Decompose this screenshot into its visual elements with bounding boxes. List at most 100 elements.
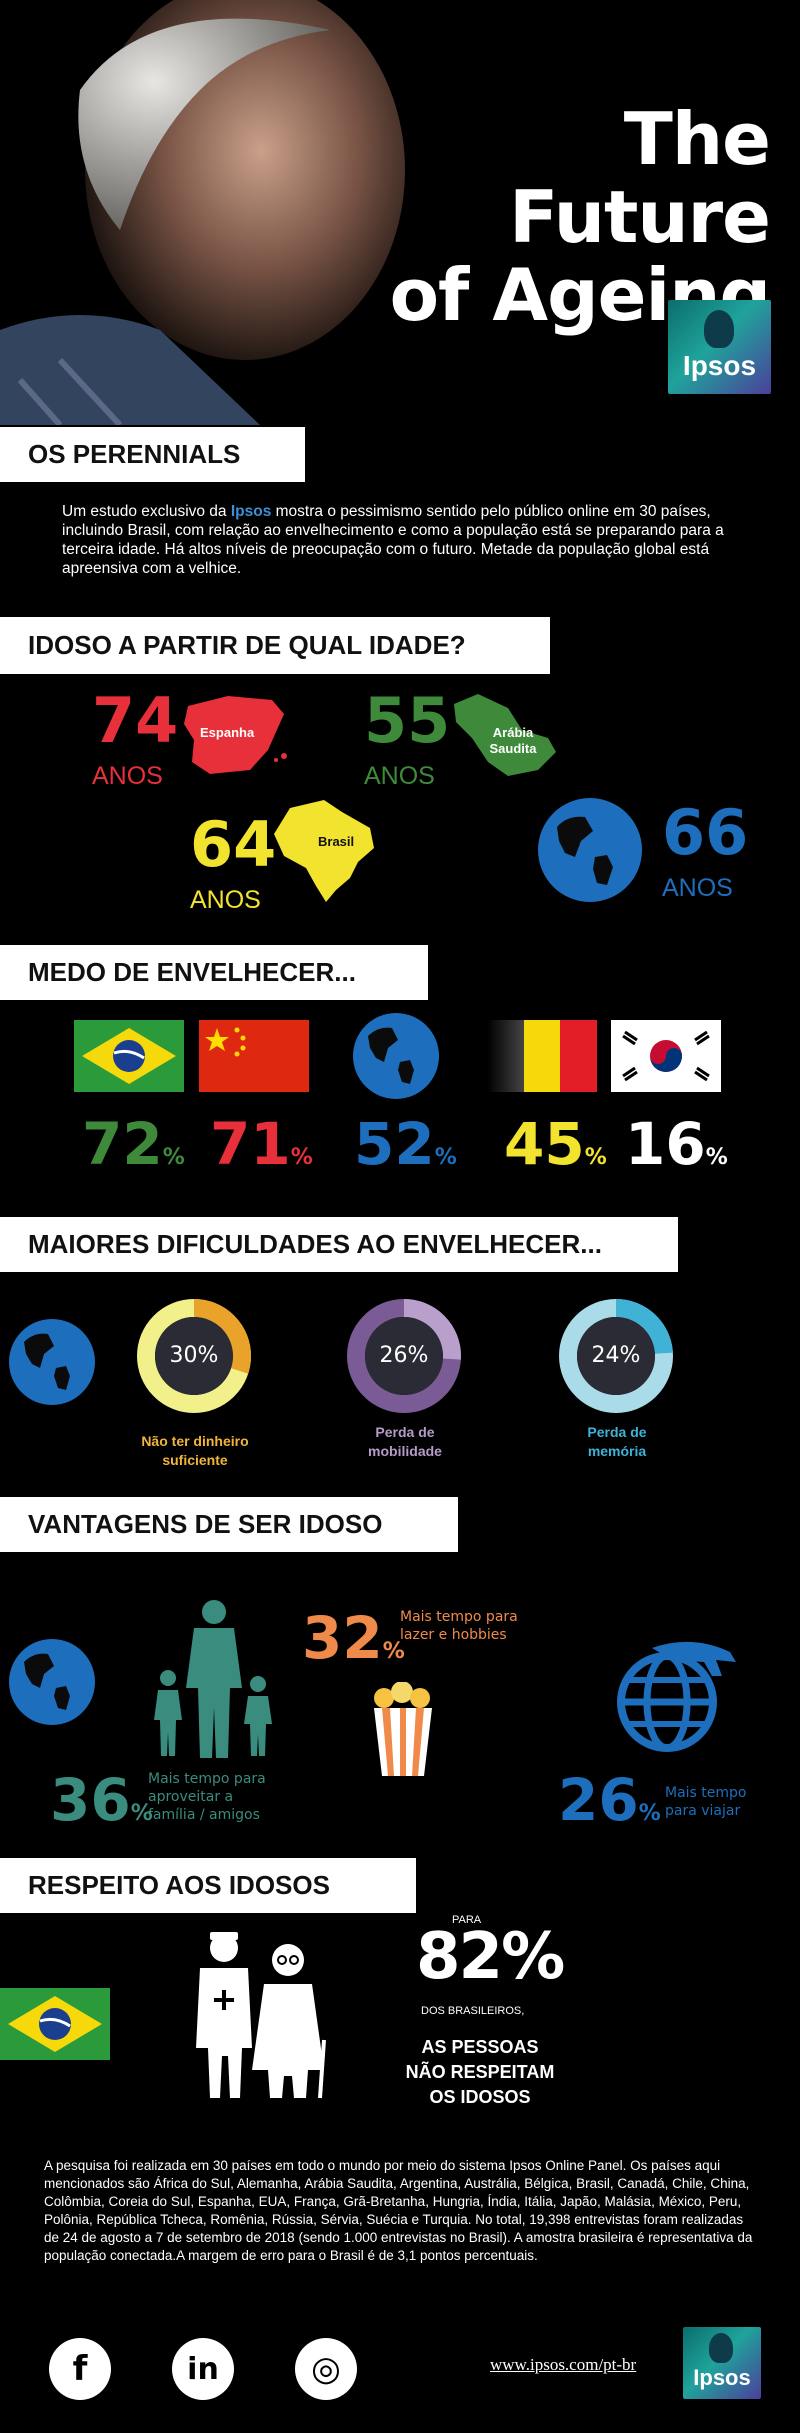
medo-pct-china: 71%: [210, 1114, 313, 1188]
hero-section: The Future of Ageing Ipsos: [0, 0, 800, 425]
donut-segment: [559, 1299, 673, 1413]
medo-value-brasil: 72: [82, 1110, 163, 1178]
korea-flag-icon: [611, 1020, 721, 1092]
donut-label-dinheiro: Não ter dinheiro suficiente: [110, 1432, 280, 1470]
respeito-line-3: OS IDOSOS: [429, 2087, 531, 2107]
ipsos-logo: Ipsos: [668, 300, 771, 394]
age-unit-espanha: ANOS: [92, 762, 163, 790]
instagram-glyph: ◎: [311, 2349, 341, 2389]
logo-head-shape: [709, 2333, 733, 2363]
age-value-brasil: 64: [190, 808, 277, 881]
vantagem-label-viajar: Mais tempo para viajar: [665, 1784, 746, 1820]
vantagem-unit-lazer: %: [382, 1639, 405, 1664]
age-value-arabia: 55: [364, 684, 451, 757]
popcorn-icon: [374, 1682, 432, 1776]
vantagem-label-viajar-line2: para viajar: [665, 1803, 741, 1819]
linkedin-glyph: in: [187, 2351, 219, 2387]
section-heading-perennials: OS PERENNIALS: [0, 427, 305, 482]
intro-ipsos-highlight: Ipsos: [230, 503, 272, 520]
donut-label-mobilidade: Perda de mobilidade: [320, 1423, 490, 1461]
donut-label-dinheiro-line2: suficiente: [162, 1452, 228, 1468]
vantagem-unit-familia: %: [130, 1801, 153, 1826]
section-heading-medo: MEDO DE ENVELHECER...: [0, 945, 428, 1000]
medo-unit-global: %: [434, 1145, 457, 1170]
donut-value-dinheiro: 30%: [169, 1343, 219, 1368]
medo-pct-brasil: 72%: [82, 1114, 185, 1188]
respeito-para: PARA: [452, 1914, 482, 1926]
elderly-man-photo: [0, 0, 520, 425]
vantagem-pct-lazer: 32%: [302, 1608, 405, 1682]
globe-airplane-icon: [617, 1641, 736, 1752]
vantagem-label-familia-line1: Mais tempo para: [148, 1771, 266, 1787]
donut-label-memoria: Perda de memória: [532, 1423, 702, 1461]
family-icon: [154, 1600, 272, 1758]
map-label-brasil: Brasil: [318, 834, 355, 849]
donut-segment: [137, 1299, 251, 1413]
map-label-espanha: Espanha: [200, 725, 255, 740]
globe-icon: [9, 1319, 95, 1405]
map-label-arabia: Arábia Saudita: [489, 725, 537, 756]
medo-pct-global: 52%: [354, 1114, 457, 1188]
china-flag-icon: [199, 1020, 309, 1092]
saudi-arabia-map-icon: [454, 694, 556, 776]
medo-unit-coreia: %: [705, 1145, 728, 1170]
brazil-map-icon: [274, 800, 374, 902]
vantagem-label-familia: Mais tempo para aproveitar a família / a…: [148, 1770, 266, 1824]
medo-unit-china: %: [290, 1145, 313, 1170]
medo-value-china: 71: [210, 1110, 291, 1178]
facebook-icon[interactable]: f: [49, 2338, 111, 2400]
donut-value-mobilidade: 26%: [379, 1343, 429, 1368]
donut-center: [365, 1317, 443, 1395]
title-line-1: The Future: [509, 97, 771, 259]
medo-pct-coreia: 16%: [625, 1114, 728, 1188]
elderly-couple-icon: [196, 1932, 326, 2099]
ipsos-url-link[interactable]: www.ipsos.com/pt-br: [490, 2355, 637, 2374]
spain-map-icon: [184, 696, 287, 774]
donut-chart-dinheiro: [137, 1299, 251, 1413]
facebook-glyph: f: [72, 2349, 88, 2389]
page-title: The Future of Ageing: [350, 97, 771, 334]
respeito-line-1: AS PESSOAS: [421, 2037, 539, 2057]
vantagem-label-lazer: Mais tempo para lazer e hobbies: [400, 1608, 518, 1644]
brazil-flag-icon: [0, 1988, 110, 2060]
section-heading-respeito: RESPEITO AOS IDOSOS: [0, 1858, 416, 1913]
vantagem-value-lazer: 32: [302, 1604, 383, 1672]
age-unit-global: ANOS: [662, 874, 733, 902]
vantagem-pct-viajar: 26%: [558, 1770, 661, 1844]
age-unit-arabia: ANOS: [364, 762, 435, 790]
donut-label-memoria-line2: memória: [587, 1443, 647, 1459]
vantagem-label-familia-line2: aproveitar a: [148, 1789, 234, 1805]
respeito-statement: AS PESSOAS NÃO RESPEITAM OS IDOSOS: [380, 2035, 580, 2110]
age-value-espanha: 74: [92, 684, 179, 757]
donut-label-mobilidade-line1: Perda de: [375, 1424, 435, 1440]
donut-label-dinheiro-line1: Não ter dinheiro: [141, 1433, 249, 1449]
belgium-flag-icon: [487, 1020, 597, 1092]
vantagem-unit-viajar: %: [638, 1801, 661, 1826]
vantagem-label-viajar-line1: Mais tempo: [665, 1785, 747, 1801]
donut-segment: [347, 1299, 461, 1413]
medo-unit-belgica: %: [584, 1145, 607, 1170]
donut-chart-memoria: [559, 1299, 673, 1413]
intro-text-start: Um estudo exclusivo da: [62, 503, 231, 520]
donut-chart-mobilidade: [347, 1299, 461, 1413]
respeito-value: 82%: [416, 1920, 565, 1994]
instagram-icon[interactable]: ◎: [295, 2338, 357, 2400]
medo-unit-brasil: %: [162, 1145, 185, 1170]
logo-head-shape: [704, 310, 734, 348]
medo-pct-belgica: 45%: [504, 1114, 607, 1188]
donut-center: [577, 1317, 655, 1395]
age-unit-brasil: ANOS: [190, 886, 261, 914]
intro-text-end: mostra o pessimismo sentido pelo público…: [62, 503, 724, 577]
vantagem-pct-familia: 36%: [50, 1770, 153, 1844]
respeito-sub: DOS BRASILEIROS,: [421, 2005, 525, 2017]
logo-text: Ipsos: [682, 350, 757, 381]
medo-value-belgica: 45: [504, 1110, 585, 1178]
medo-value-global: 52: [354, 1110, 435, 1178]
section-heading-idade: IDOSO A PARTIR DE QUAL IDADE?: [0, 617, 550, 674]
vantagem-label-lazer-line2: lazer e hobbies: [400, 1627, 507, 1643]
section-heading-vantagens: VANTAGENS DE SER IDOSO: [0, 1497, 458, 1552]
linkedin-icon[interactable]: in: [172, 2338, 234, 2400]
ipsos-footer-logo: Ipsos: [683, 2327, 761, 2399]
globe-icon: [538, 798, 642, 902]
intro-paragraph: Um estudo exclusivo da Ipsos mostra o pe…: [62, 502, 742, 578]
